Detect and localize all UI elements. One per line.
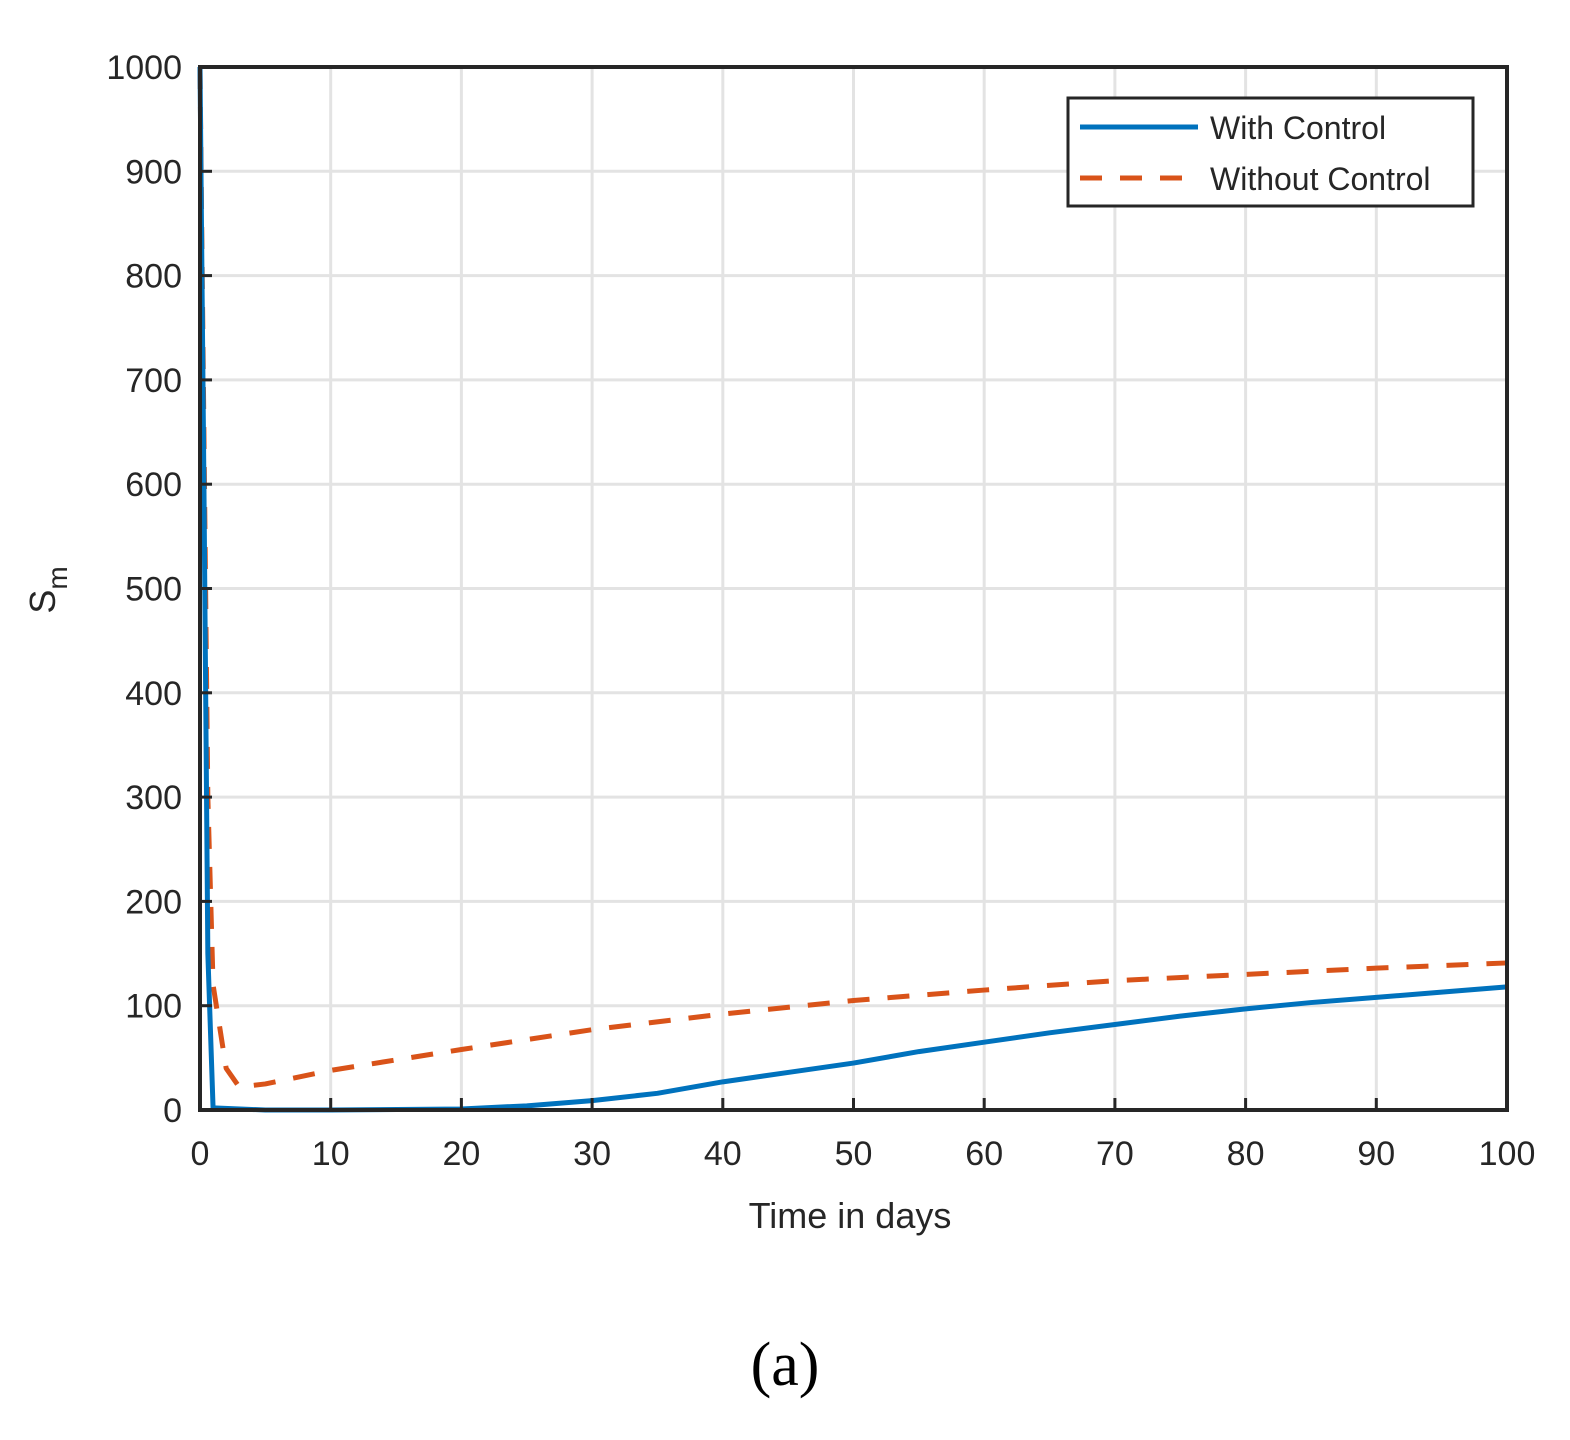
series-without-control [197,66,1508,1090]
x-tick-label: 0 [191,1135,210,1173]
x-tick-label: 40 [704,1135,742,1173]
line-chart: 0 10 20 30 40 50 60 70 80 90 100 0 100 200 300 400 500 6… [22,49,1536,1236]
y-tick-label: 700 [125,362,182,400]
x-tick-label: 50 [835,1135,873,1173]
x-tick-label: 90 [1357,1135,1395,1173]
y-tick-label: 900 [125,153,182,191]
x-tick-labels: 0 10 20 30 40 50 60 70 80 90 100 [191,1135,1536,1173]
y-tick-label: 800 [125,258,182,296]
grid-lines [198,65,1509,1112]
axis-ticks [198,65,1509,1112]
y-tick-label: 400 [125,675,182,713]
y-axis-label: Sm [22,566,73,613]
y-tick-label: 0 [163,1092,182,1130]
y-tick-labels: 0 100 200 300 400 500 600 700 800 900 1000 [106,49,182,1130]
y-tick-label: 200 [125,883,182,921]
x-axis-label: Time in days [749,1195,952,1236]
x-tick-label: 70 [1096,1135,1134,1173]
x-tick-label: 60 [965,1135,1003,1173]
y-tick-label: 500 [125,571,182,609]
legend: With Control Without Control [1066,96,1475,208]
y-tick-label: 600 [125,466,182,504]
y-tick-label: 100 [125,988,182,1026]
x-tick-label: 20 [442,1135,480,1173]
x-tick-label: 100 [1479,1135,1536,1173]
x-tick-label: 10 [312,1135,350,1173]
figure-caption: (a) [750,1331,820,1399]
legend-label-without-control: Without Control [1210,161,1431,197]
y-tick-label: 1000 [106,49,182,87]
y-tick-label: 300 [125,779,182,817]
x-tick-label: 30 [573,1135,611,1173]
legend-label-with-control: With Control [1210,110,1386,146]
x-tick-label: 80 [1227,1135,1265,1173]
